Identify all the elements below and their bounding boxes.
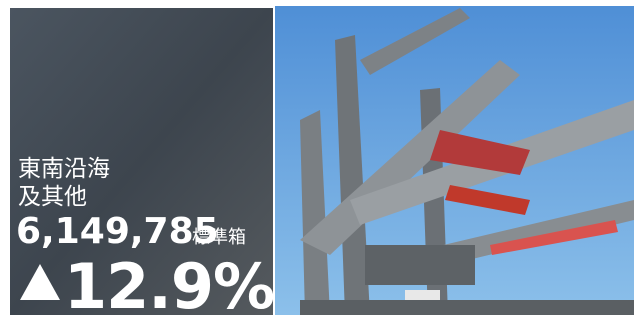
region-line: 東南沿海	[18, 156, 110, 182]
volume: 6,149,785	[16, 211, 219, 252]
unit: 標準箱	[192, 227, 246, 248]
infographic: 東南沿海 及其他 6,149,785 標準箱 12.9%	[0, 0, 634, 315]
port-photo	[275, 6, 634, 315]
region-line: 及其他	[18, 184, 87, 210]
page: 東南沿海 及其他 6,149,785 標準箱 12.9% (() => { co…	[0, 0, 634, 315]
change: 12.9%	[64, 250, 274, 315]
